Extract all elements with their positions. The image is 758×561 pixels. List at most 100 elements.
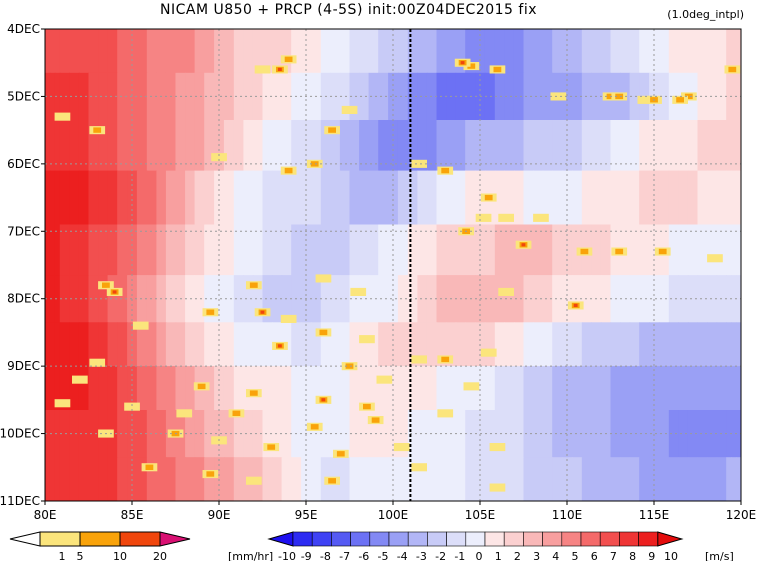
u850-cell [223, 72, 235, 121]
wind-colorbar-tick: 1 [495, 550, 502, 561]
u850-cell [446, 170, 457, 226]
u850-cell [59, 120, 70, 172]
precip-cell-core [328, 127, 336, 133]
u850-cell [504, 366, 515, 411]
u850-cell [407, 322, 418, 367]
u850-cell [330, 224, 341, 276]
u850-cell [610, 170, 621, 226]
u850-cell [291, 120, 302, 172]
u850-cell [88, 366, 99, 411]
precip-colorbar-segment [79, 531, 121, 547]
u850-cell [156, 457, 167, 501]
u850-cell [533, 120, 544, 172]
u850-cell [378, 275, 389, 323]
u850-cell [581, 120, 592, 172]
precip-cell-peak [277, 67, 282, 71]
u850-cell [359, 224, 370, 276]
u850-cell [223, 366, 235, 411]
u850-cell [262, 170, 273, 226]
u850-cell [262, 72, 273, 121]
u850-cell [320, 224, 331, 276]
u850-cell [88, 170, 99, 226]
u850-cell [330, 29, 341, 74]
u850-cell [368, 120, 379, 172]
u850-cell [571, 170, 583, 226]
u850-cell [146, 224, 157, 276]
u850-cell [339, 120, 351, 172]
u850-cell [494, 366, 505, 411]
wind-colorbar-right-triangle [657, 531, 684, 547]
u850-cell [610, 322, 621, 367]
u850-cell [600, 457, 612, 501]
u850-cell [156, 29, 167, 74]
u850-cell [262, 410, 273, 458]
u850-cell [252, 275, 264, 323]
u850-cell [310, 120, 322, 172]
chart-title-block: NICAM U850 + PRCP (4-5S) init:00Z04DEC20… [0, 0, 758, 22]
precip-cell-core [345, 363, 354, 369]
u850-cell [310, 457, 322, 501]
u850-cell [542, 457, 553, 501]
u850-cell [629, 29, 640, 74]
u850-cell [78, 410, 90, 458]
u850-cell [54, 322, 61, 367]
precip-colorbar-tick: 20 [153, 550, 167, 561]
precip-cell [411, 463, 427, 472]
u850-cell [175, 29, 186, 74]
u850-cell [214, 170, 225, 226]
u850-cell [552, 322, 563, 367]
u850-cell [262, 29, 273, 74]
u850-cell [388, 410, 399, 458]
u850-cell [731, 170, 737, 226]
u850-cell [272, 275, 283, 323]
u850-cell [378, 410, 389, 458]
u850-cell [281, 120, 292, 172]
u850-cell [320, 120, 331, 172]
u850-cell [494, 410, 505, 458]
u850-cell [417, 322, 428, 367]
wind-colorbar-segment [484, 531, 505, 547]
u850-cell [697, 275, 708, 323]
u850-cell [320, 170, 331, 226]
u850-cell [707, 170, 718, 226]
x-axis: 80E 85E 90E 95E 100E 105E 110E 115E 120E [34, 501, 756, 522]
u850-cell [185, 457, 196, 501]
wind-colorbar-tick: -3 [416, 550, 427, 561]
precip-cell [463, 382, 480, 391]
precip-cell-core [310, 161, 319, 167]
u850-cell [426, 224, 438, 276]
u850-cell [146, 170, 157, 226]
wind-colorbar-tick: 8 [629, 550, 636, 561]
u850-cell [127, 170, 138, 226]
u850-cell [639, 457, 650, 501]
wind-colorbar-segment [503, 531, 524, 547]
u850-cell [69, 366, 80, 411]
u850-cell [494, 275, 505, 323]
u850-cell [136, 275, 148, 323]
u850-cell [339, 170, 351, 226]
u850-cell [223, 170, 235, 226]
u850-cell [446, 322, 457, 367]
u850-cell [107, 366, 118, 411]
precip-cell [211, 153, 227, 162]
precip-cell-core [363, 403, 371, 410]
u850-cell [455, 366, 466, 411]
precip-overlay [54, 55, 741, 492]
u850-cell [272, 120, 283, 172]
u850-cell [678, 322, 689, 367]
u850-cell [533, 410, 544, 458]
u850-cell [214, 72, 225, 121]
u850-cell [301, 366, 312, 411]
u850-cell [668, 366, 679, 411]
u850-cell [339, 457, 351, 501]
u850-cell [726, 457, 732, 501]
u850-cell [678, 224, 689, 276]
u850-cell [465, 170, 476, 226]
u850-cell [591, 457, 602, 501]
u850-cell [513, 275, 525, 323]
precip-cell-peak [112, 290, 117, 294]
x-tick-label: 100E [378, 508, 409, 522]
u850-cell [45, 120, 51, 172]
u850-cell [494, 322, 505, 367]
precip-cell-core [249, 282, 258, 288]
